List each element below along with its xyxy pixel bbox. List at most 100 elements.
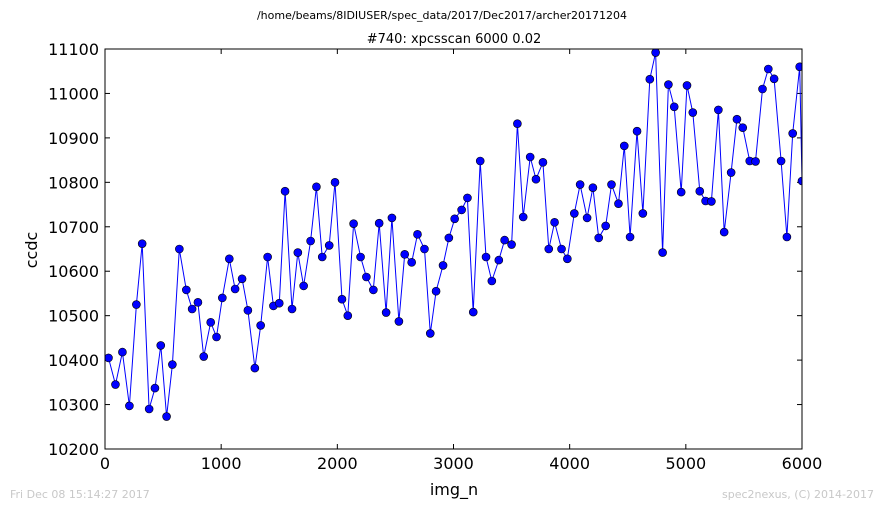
data-point — [118, 347, 127, 357]
y-tick-label: 10700 — [48, 218, 99, 237]
data-point — [525, 152, 535, 162]
data-point — [538, 158, 548, 167]
data-point — [645, 74, 655, 84]
data-point — [324, 241, 334, 250]
data-point — [588, 183, 598, 192]
data-point — [105, 353, 113, 363]
data-point — [349, 219, 358, 228]
data-point — [312, 182, 321, 192]
data-point — [450, 214, 459, 224]
data-point — [457, 205, 466, 215]
y-tick-label: 10500 — [48, 307, 99, 326]
data-point — [212, 332, 221, 342]
data-point — [607, 180, 616, 189]
x-tick-label: 5000 — [665, 454, 706, 473]
data-point — [407, 258, 416, 267]
data-point — [381, 308, 391, 317]
data-point — [156, 341, 166, 350]
data-point — [695, 186, 705, 196]
data-point — [369, 285, 378, 295]
series-line — [108, 52, 802, 417]
data-point — [299, 281, 308, 291]
data-point — [518, 212, 528, 222]
plot-frame — [104, 48, 803, 450]
data-point — [481, 252, 491, 262]
data-point — [250, 363, 260, 373]
x-tick-label: 1000 — [201, 454, 242, 473]
data-point — [463, 193, 472, 203]
data-point — [343, 311, 353, 320]
data-point — [797, 176, 802, 186]
x-axis-label: img_n — [430, 480, 478, 500]
data-point — [557, 244, 566, 254]
data-point — [306, 236, 315, 246]
data-point — [507, 240, 516, 249]
data-point — [669, 102, 679, 112]
data-point — [218, 293, 227, 303]
data-point — [468, 307, 478, 317]
data-point — [256, 321, 265, 330]
x-tick-label: 3000 — [433, 454, 474, 473]
data-point — [274, 298, 284, 308]
data-point — [394, 317, 404, 326]
data-point — [758, 84, 767, 94]
data-point — [726, 168, 736, 177]
data-point — [444, 233, 454, 243]
data-point — [199, 352, 209, 361]
data-point — [374, 218, 384, 228]
x-tick-label: 2000 — [317, 454, 358, 473]
data-point — [500, 235, 509, 245]
chart-suptitle: /home/beams/8IDIUSER/spec_data/2017/Dec2… — [257, 9, 627, 22]
y-axis-label: ccdc — [22, 232, 41, 269]
data-point — [570, 209, 579, 218]
data-point — [487, 276, 497, 286]
data-point — [513, 119, 522, 128]
data-point — [531, 174, 541, 184]
chart-title: #740: xpcsscan 6000 0.02 — [367, 32, 542, 47]
data-point — [280, 186, 290, 196]
data-point — [293, 248, 303, 257]
data-point — [776, 156, 786, 166]
y-tick-label: 10600 — [48, 262, 99, 281]
data-point — [182, 285, 191, 295]
data-point — [594, 233, 604, 243]
data-point — [230, 284, 240, 294]
data-point — [150, 383, 160, 393]
data-point — [144, 404, 154, 414]
data-point — [676, 187, 686, 197]
x-tick-label: 0 — [100, 454, 110, 473]
data-point — [187, 304, 197, 314]
data-point — [337, 294, 347, 304]
y-tick-label: 10300 — [48, 396, 99, 415]
y-tick-label: 10800 — [48, 173, 99, 192]
y-tick-label: 10900 — [48, 129, 99, 148]
x-tick-label: 4000 — [549, 454, 590, 473]
data-point — [237, 274, 247, 284]
data-point — [782, 232, 792, 242]
data-point — [764, 64, 773, 74]
data-point — [137, 239, 147, 248]
data-point — [751, 157, 760, 166]
data-point — [111, 380, 120, 389]
data-point — [400, 250, 410, 259]
data-point — [769, 74, 779, 84]
data-point — [795, 62, 802, 72]
data-point — [658, 248, 667, 257]
data-point — [193, 298, 203, 307]
data-point — [438, 261, 448, 270]
data-point — [387, 213, 397, 223]
data-point — [563, 254, 572, 264]
data-point — [356, 252, 365, 262]
data-point — [788, 129, 798, 138]
plot-area: 0 1000 2000 3000 4000 5000 6000 10200 10300 10400… — [48, 40, 822, 473]
data-point — [413, 230, 422, 239]
y-tick-label: 10400 — [48, 351, 99, 370]
data-point — [362, 272, 371, 282]
data-point — [263, 252, 272, 262]
data-point — [738, 123, 748, 132]
data-point — [707, 197, 716, 206]
data-point — [431, 286, 441, 296]
data-point — [132, 300, 141, 309]
data-point — [682, 81, 692, 90]
data-point — [168, 360, 177, 369]
